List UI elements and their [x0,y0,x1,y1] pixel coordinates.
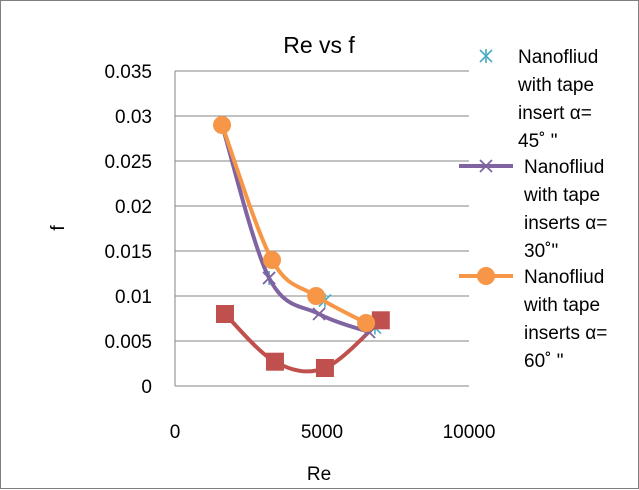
chart-title: Re vs f [283,32,355,58]
x-tick-label: 0 [170,422,181,443]
y-tick-label: 0.025 [104,152,152,173]
series-line [222,312,383,374]
legend-item-1: Nanofliud with tape inserts α= 30˚" [459,157,607,262]
data-point [213,116,232,134]
legend-label-line: inserts α= [524,323,607,344]
series-1 [215,118,376,339]
data-point [307,287,326,305]
data-point [371,311,390,330]
x-axis-label: Re [307,464,331,485]
grid-layer [174,70,469,387]
legend-item-0: Nanofliud with tape insert α= 45˚ " [479,47,598,152]
series-layer [213,116,390,377]
legend-label-line: with tape [517,75,594,96]
legend-item-2: Nanofliud with tape inserts α= 60˚ " [459,267,607,372]
legend-label-line: 60˚ " [524,351,563,372]
y-tick-label: 0.005 [104,332,152,353]
legend-label-line: Nanofliud [524,157,604,178]
y-tick-label: 0.01 [115,287,152,308]
legend-key-marker [479,159,493,173]
legend-label-line: insert α= [518,103,592,124]
data-point [315,359,334,377]
legend-label-line: Nanofliud [518,47,598,68]
legend-label-line: with tape [523,295,600,316]
series-3 [215,305,390,377]
x-tick-label: 10000 [443,422,496,443]
legend-label-line: 45˚ " [518,131,557,152]
legend-key-marker [479,49,493,63]
legend-key-marker [477,267,495,285]
series-line [220,123,372,334]
y-tick-label: 0.03 [115,107,152,128]
series-line [220,123,369,325]
series-2 [213,116,376,332]
axis-layer: Re vs f Re f 0 0.005 0.01 0.015 0.02 0.025 0.0… [48,32,495,485]
legend-label-line: inserts α= [524,213,607,234]
data-point [265,352,284,371]
y-axis-label: f [48,225,69,231]
data-point [215,305,234,323]
legend-label-line: Nanofliud [524,267,604,288]
data-point [263,251,282,269]
series-0 [215,118,382,335]
data-point [312,307,326,321]
y-tick-label: 0.015 [104,242,152,263]
y-tick-label: 0.02 [115,197,152,218]
legend-label-line: 30˚" [524,241,558,262]
y-tick-label: 0.035 [104,62,152,83]
x-tick-label: 5000 [301,422,343,443]
y-tick-label: 0 [141,377,152,398]
data-point [262,271,276,285]
legend-label-line: with tape [523,185,600,206]
data-point [357,314,376,332]
